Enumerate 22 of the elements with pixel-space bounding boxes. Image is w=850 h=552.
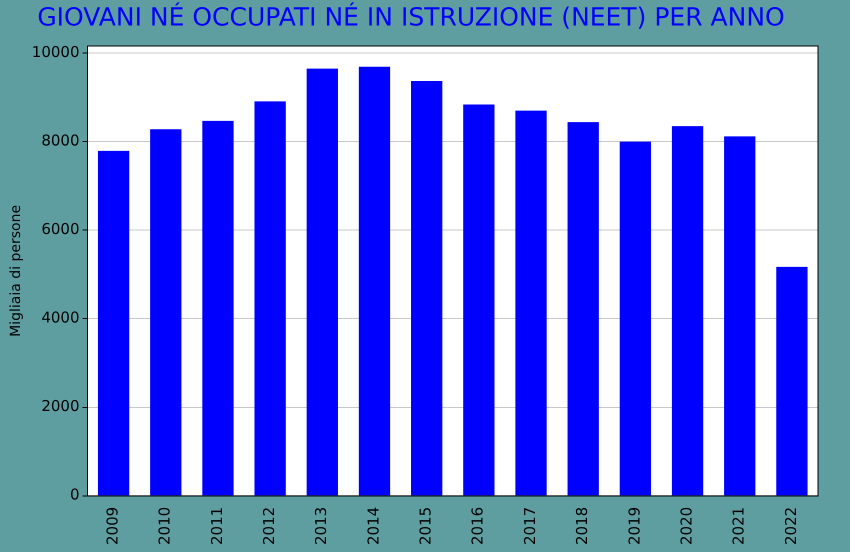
y-tick-label: 10000 <box>32 42 80 61</box>
x-tick-label: 2009 <box>103 506 122 546</box>
x-tick-label: 2018 <box>573 506 592 546</box>
x-tick-label: 2021 <box>730 506 748 546</box>
x-tick-label: 2022 <box>782 506 800 546</box>
y-tick-label: 6000 <box>41 220 80 238</box>
x-tick-label: 2020 <box>677 506 696 546</box>
x-tick-label: 2011 <box>208 506 226 546</box>
x-tick-label: 2010 <box>156 506 174 546</box>
y-tick-label: 8000 <box>41 132 80 150</box>
y-tick-label: 4000 <box>41 308 80 327</box>
x-tick-label: 2015 <box>416 506 435 546</box>
y-axis-title: Migliaia di persone <box>8 204 24 337</box>
x-tick-label: 2014 <box>364 506 382 546</box>
chart-title: GIOVANI NÉ OCCUPATI NÉ IN ISTRUZIONE (NEET) PER ANNO <box>37 2 785 32</box>
x-tick-label: 2012 <box>260 506 278 546</box>
x-tick-label: 2017 <box>520 506 539 546</box>
x-tick-label: 2016 <box>468 506 487 546</box>
y-tick-label: 2000 <box>41 397 80 416</box>
y-tick-label: 0 <box>70 486 80 504</box>
x-tick-label: 2019 <box>625 506 644 546</box>
x-tick-label: 2013 <box>312 506 330 546</box>
